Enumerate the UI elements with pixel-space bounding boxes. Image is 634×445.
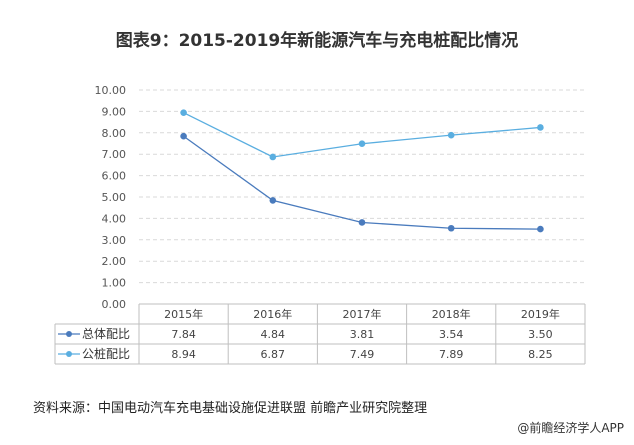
data-point (180, 109, 187, 116)
data-table-value: 3.50 (528, 328, 553, 341)
data-point (447, 131, 455, 139)
data-table-value: 4.84 (261, 328, 286, 341)
data-point (537, 225, 544, 233)
app-credit: @前瞻经济学人APP (517, 421, 624, 435)
data-point (269, 197, 277, 204)
x-category-label: 2017年 (343, 307, 382, 321)
series-line (183, 112, 541, 158)
data-table-value: 6.87 (261, 348, 286, 361)
data-table-value: 7.49 (350, 348, 375, 361)
y-tick-label: 0.00 (102, 298, 127, 311)
y-tick-label: 2.00 (102, 255, 127, 268)
data-point (447, 224, 455, 232)
data-point (269, 153, 277, 161)
legend-marker (66, 351, 72, 357)
data-point (358, 140, 366, 148)
data-table-value: 3.81 (350, 328, 375, 341)
source-note: 资料来源：中国电动汽车充电基础设施促进联盟 前瞻产业研究院整理 (33, 401, 428, 416)
legend-marker (66, 331, 72, 337)
series-line (183, 135, 541, 230)
data-point (358, 219, 366, 226)
legend-label: 公桩配比 (82, 346, 130, 361)
y-tick-label: 5.00 (102, 191, 127, 204)
data-table-value: 7.89 (439, 348, 464, 361)
data-table-value: 8.25 (528, 348, 553, 361)
y-tick-label: 1.00 (102, 277, 127, 290)
x-category-label: 2016年 (253, 307, 292, 321)
y-tick-label: 8.00 (102, 127, 127, 140)
y-tick-label: 6.00 (102, 170, 127, 183)
legend-label: 总体配比 (82, 327, 130, 341)
data-table-value: 7.84 (171, 328, 196, 341)
y-tick-label: 10.00 (95, 84, 127, 97)
data-point (180, 132, 187, 140)
x-category-label: 2015年 (164, 307, 203, 321)
y-tick-label: 3.00 (102, 234, 127, 247)
y-tick-label: 7.00 (102, 148, 127, 161)
data-table-value: 8.94 (171, 348, 196, 361)
y-tick-label: 4.00 (102, 212, 127, 225)
data-point (537, 124, 544, 131)
x-category-label: 2018年 (432, 307, 471, 321)
data-table-value: 3.54 (439, 328, 464, 341)
x-category-label: 2019年 (521, 307, 560, 321)
y-tick-label: 9.00 (102, 105, 127, 118)
chart-title: 图表9：2015-2019年新能源汽车与充电桩配比情况 (115, 31, 519, 51)
